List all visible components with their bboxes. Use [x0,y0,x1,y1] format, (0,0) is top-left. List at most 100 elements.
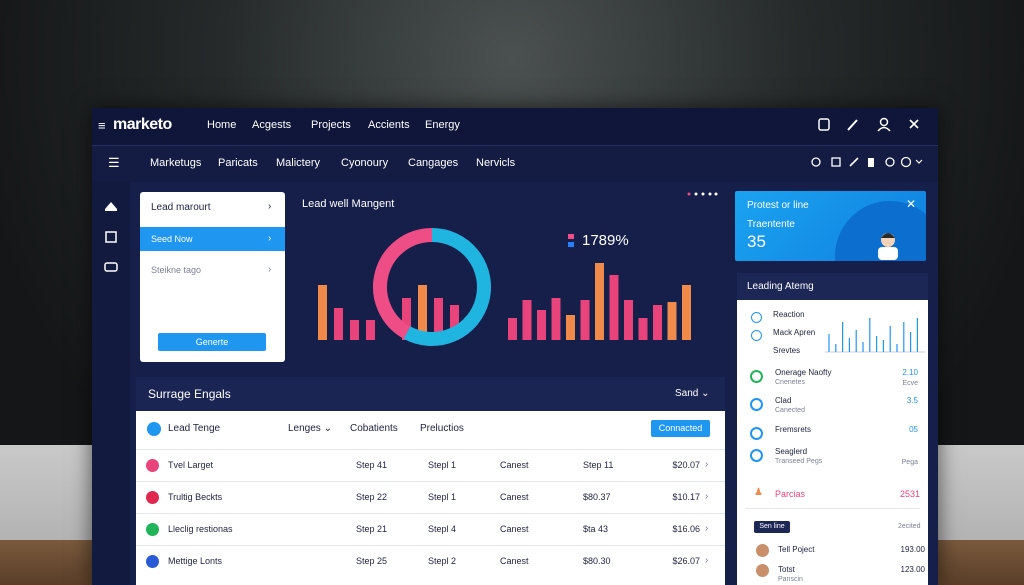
item-value: 3.5 [906,396,918,405]
row-cell: Step 25 [356,556,388,566]
button-label[interactable]: Connacted [658,423,703,433]
donut-segment [373,228,433,339]
row-name[interactable]: Mettige Lonts [168,556,223,566]
card-title: Lead marourt [151,202,211,213]
button-label[interactable]: Sen line [759,523,785,530]
subnav-item[interactable]: Nervicls [476,157,516,169]
chart-title: Lead well Mangent [302,198,395,210]
item-value: 05 [909,425,918,434]
logo[interactable]: marketo [113,116,172,133]
row-cell: $ta 43 [583,524,609,534]
subnav-icons[interactable] [808,154,926,170]
row-icon [146,491,159,504]
bar [450,305,459,340]
footer-button[interactable] [754,521,790,533]
icon[interactable] [877,126,891,132]
row-name: Totst [778,565,795,574]
item-icon [750,370,763,383]
chevron: › [705,555,709,566]
row-cell: $80.30 [583,556,611,566]
bar [334,308,343,340]
connect-button[interactable] [651,420,710,437]
bar-chart [318,228,691,346]
row-divider [136,449,725,450]
generate-button[interactable] [158,333,266,351]
item-title: Fremsrets [775,425,811,434]
close-icon[interactable]: ✕ [906,197,917,211]
row-name[interactable]: Trultig Beckts [168,492,223,502]
column-header[interactable]: Lead Tenge [168,423,221,434]
panel-header [737,273,928,300]
column-header[interactable]: Cobatients [350,423,398,434]
item-title: Clad [775,396,792,405]
header-icons[interactable] [812,114,924,136]
dropdown-label[interactable]: Sand [675,388,699,399]
button-label[interactable]: Generte [195,337,229,347]
chevron: › [705,523,709,534]
bar [350,320,359,340]
avatar [756,564,769,577]
bar [624,300,633,340]
list-item[interactable]: Seed Now [151,234,193,244]
row-cell: Stepl 4 [428,524,457,534]
sidebar-icons[interactable] [100,195,122,280]
row-value: 123.00 [900,565,925,574]
row-cell: Stepl 1 [428,492,457,502]
row-name[interactable]: Lleclig restionas [168,524,233,534]
subnav-item[interactable]: Cangages [408,157,459,169]
subnav-item[interactable]: Malictery [276,157,321,169]
icon[interactable] [818,118,830,131]
subnav-item[interactable]: Paricats [218,157,258,169]
column-header[interactable]: Lenges ⌄ [288,423,332,434]
table-header [136,377,725,411]
row-subtitle: Panscin [778,576,803,583]
item-title: Onerage Naofty [775,368,832,377]
legend-label: Mack Apren [773,328,816,337]
close-icon[interactable] [909,119,919,129]
row-cell: Canest [500,492,529,502]
nav-item[interactable]: Accients [368,119,410,131]
column-header[interactable]: Preluctios [420,423,464,434]
row-divider [136,513,725,514]
item-note: Ecve [902,380,918,387]
item-title: Seaglerd [775,447,808,456]
subnav-item[interactable]: Cyonoury [341,157,389,169]
footer-dropdown[interactable]: 2ecited [898,523,921,530]
subnav-item[interactable]: Marketugs [150,157,202,169]
dropdown[interactable]: Sand ⌄ [675,388,710,399]
spike-chart [825,318,925,353]
donut-segment [403,228,491,346]
alert-value: 2531 [899,489,920,499]
nav-item[interactable]: Acgests [252,119,292,131]
item-note: Pega [901,459,918,466]
list-item[interactable]: Steikne tago [151,265,202,275]
bar [566,315,575,340]
nav-item[interactable]: Home [207,119,237,131]
nav-item[interactable]: Energy [425,119,460,131]
nav-item[interactable]: Projects [311,119,351,131]
selected-item[interactable] [140,227,285,251]
sidebar [92,181,130,585]
row-cell: $26.07 [672,556,700,566]
item-subtitle: Transeed Pegs [775,458,823,465]
bar [667,302,677,340]
row-cell: Step 22 [356,492,388,502]
icon[interactable] [879,117,889,127]
menu-icon[interactable]: ≡ [98,118,106,133]
bar [638,318,648,340]
bar [434,298,443,340]
bar [682,285,691,340]
bar [418,285,427,340]
subnav-menu[interactable]: ☰ [108,155,120,170]
icon[interactable] [847,119,858,131]
bar [537,310,546,340]
bar [318,285,327,340]
column-label[interactable]: Lenges [288,423,321,434]
item-icon [750,427,763,440]
row-name[interactable]: Tvel Larget [168,460,214,470]
legend-dot [751,312,762,323]
row-icon [146,459,159,472]
bar [580,300,590,340]
bar [551,298,561,340]
